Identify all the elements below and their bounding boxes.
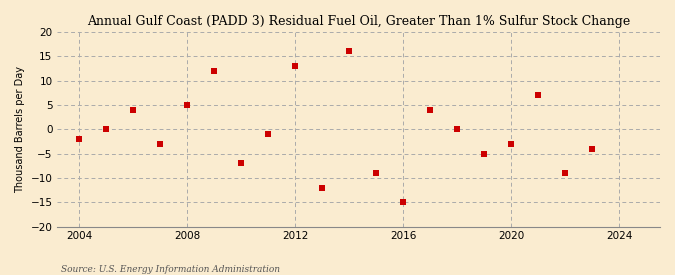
Point	[344, 49, 354, 54]
Point	[263, 132, 273, 136]
Point	[452, 127, 463, 131]
Point	[587, 147, 598, 151]
Point	[74, 137, 84, 141]
Y-axis label: Thousand Barrels per Day: Thousand Barrels per Day	[15, 66, 25, 193]
Point	[425, 108, 436, 112]
Point	[317, 185, 327, 190]
Point	[290, 64, 300, 68]
Title: Annual Gulf Coast (PADD 3) Residual Fuel Oil, Greater Than 1% Sulfur Stock Chang: Annual Gulf Coast (PADD 3) Residual Fuel…	[87, 15, 630, 28]
Point	[479, 152, 490, 156]
Point	[209, 69, 219, 73]
Point	[371, 171, 381, 175]
Text: Source: U.S. Energy Information Administration: Source: U.S. Energy Information Administ…	[61, 265, 279, 274]
Point	[236, 161, 246, 166]
Point	[560, 171, 571, 175]
Point	[506, 142, 517, 146]
Point	[182, 103, 192, 107]
Point	[398, 200, 408, 204]
Point	[128, 108, 138, 112]
Point	[155, 142, 165, 146]
Point	[533, 93, 544, 97]
Point	[101, 127, 111, 131]
Point	[47, 122, 57, 127]
